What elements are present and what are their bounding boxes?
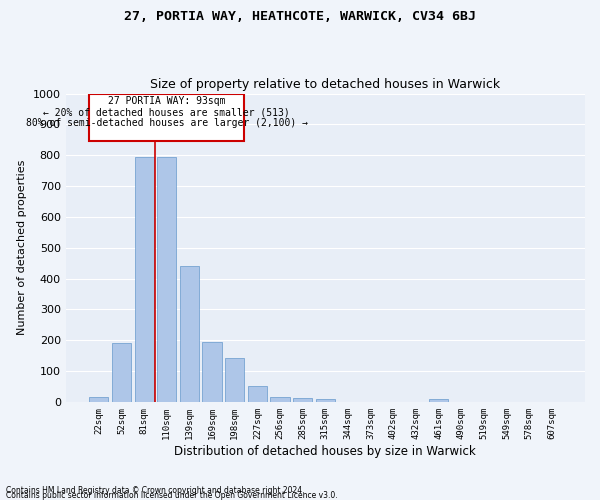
Text: 27, PORTIA WAY, HEATHCOTE, WARWICK, CV34 6BJ: 27, PORTIA WAY, HEATHCOTE, WARWICK, CV34… [124, 10, 476, 23]
Y-axis label: Number of detached properties: Number of detached properties [17, 160, 27, 336]
Bar [112, 344, 131, 402]
Text: 80% of semi-detached houses are larger (2,100) →: 80% of semi-detached houses are larger (… [26, 118, 308, 128]
Bar [271, 397, 290, 402]
Text: Contains public sector information licensed under the Open Government Licence v3: Contains public sector information licen… [6, 491, 338, 500]
FancyBboxPatch shape [89, 94, 244, 142]
Bar [248, 386, 267, 402]
Bar [157, 158, 176, 402]
Bar [202, 342, 222, 402]
Text: 27 PORTIA WAY: 93sqm: 27 PORTIA WAY: 93sqm [108, 96, 226, 106]
Title: Size of property relative to detached houses in Warwick: Size of property relative to detached ho… [150, 78, 500, 91]
Bar [134, 158, 154, 402]
Bar [293, 398, 312, 402]
Bar [180, 266, 199, 402]
Bar [89, 396, 109, 402]
X-axis label: Distribution of detached houses by size in Warwick: Distribution of detached houses by size … [175, 444, 476, 458]
Bar [429, 399, 448, 402]
Text: Contains HM Land Registry data © Crown copyright and database right 2024.: Contains HM Land Registry data © Crown c… [6, 486, 305, 495]
Bar [316, 399, 335, 402]
Text: ← 20% of detached houses are smaller (513): ← 20% of detached houses are smaller (51… [43, 107, 290, 117]
Bar [225, 358, 244, 402]
